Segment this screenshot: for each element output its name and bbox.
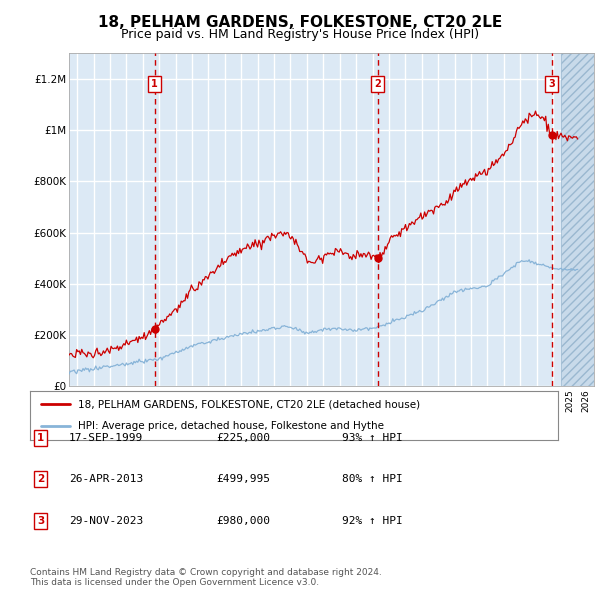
Text: 2: 2	[374, 79, 381, 89]
Text: 1: 1	[37, 433, 44, 443]
Text: 2: 2	[37, 474, 44, 484]
Text: HPI: Average price, detached house, Folkestone and Hythe: HPI: Average price, detached house, Folk…	[77, 421, 383, 431]
Text: 3: 3	[548, 79, 555, 89]
Text: 80% ↑ HPI: 80% ↑ HPI	[342, 474, 403, 484]
Text: 29-NOV-2023: 29-NOV-2023	[69, 516, 143, 526]
Text: 17-SEP-1999: 17-SEP-1999	[69, 433, 143, 443]
Text: 26-APR-2013: 26-APR-2013	[69, 474, 143, 484]
Bar	[561, 53, 594, 386]
Text: Contains HM Land Registry data © Crown copyright and database right 2024.
This d: Contains HM Land Registry data © Crown c…	[30, 568, 382, 587]
Text: 3: 3	[37, 516, 44, 526]
Text: Price paid vs. HM Land Registry's House Price Index (HPI): Price paid vs. HM Land Registry's House …	[121, 28, 479, 41]
Text: £980,000: £980,000	[216, 516, 270, 526]
Text: £225,000: £225,000	[216, 433, 270, 443]
Text: 18, PELHAM GARDENS, FOLKESTONE, CT20 2LE (detached house): 18, PELHAM GARDENS, FOLKESTONE, CT20 2LE…	[77, 399, 419, 409]
Text: 1: 1	[151, 79, 158, 89]
Text: 93% ↑ HPI: 93% ↑ HPI	[342, 433, 403, 443]
Text: 92% ↑ HPI: 92% ↑ HPI	[342, 516, 403, 526]
Text: 18, PELHAM GARDENS, FOLKESTONE, CT20 2LE: 18, PELHAM GARDENS, FOLKESTONE, CT20 2LE	[98, 15, 502, 30]
Text: £499,995: £499,995	[216, 474, 270, 484]
